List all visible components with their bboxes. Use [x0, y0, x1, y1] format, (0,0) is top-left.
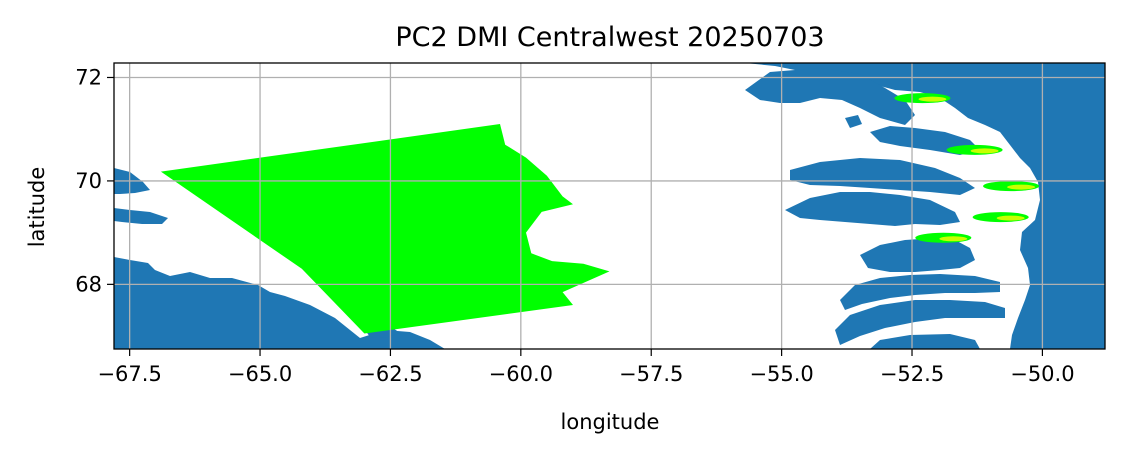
y-tick-label: 72	[75, 65, 102, 89]
y-ticks: 68 70 72	[75, 65, 114, 296]
peninsula-south-1	[840, 274, 1000, 310]
y-tick-label: 70	[75, 169, 102, 193]
x-ticks: −67.5 −65.0 −62.5 −60.0 −57.5 −55.0 −52.5 −50.0	[97, 349, 1075, 386]
coastal-ice-patch	[915, 232, 972, 243]
x-tick-label: −62.5	[358, 362, 422, 386]
x-tick-label: −67.5	[97, 362, 161, 386]
peninsula-north	[745, 68, 915, 125]
y-tick-label: 68	[75, 272, 102, 296]
coastal-ice-layer	[894, 93, 1040, 243]
coastal-ice-patch	[983, 181, 1040, 192]
ice-region	[160, 124, 610, 334]
peninsula-mid	[790, 158, 975, 195]
x-tick-label: −57.5	[619, 362, 683, 386]
x-tick-label: −60.0	[489, 362, 553, 386]
coastal-ice-patch	[894, 93, 951, 104]
x-tick-label: −52.5	[880, 362, 944, 386]
x-tick-label: −50.0	[1010, 362, 1074, 386]
peninsula-south-3	[870, 334, 980, 349]
baffin-spit	[114, 208, 168, 224]
chart-title: PC2 DMI Centralwest 20250703	[395, 22, 824, 53]
x-tick-label: −55.0	[749, 362, 813, 386]
y-axis-label: latitude	[25, 167, 49, 248]
baffin-south	[114, 257, 445, 349]
coastal-ice-patch	[972, 212, 1029, 223]
plot-area	[114, 63, 1105, 349]
x-axis-label: longitude	[561, 410, 660, 434]
gridlines	[114, 63, 1105, 349]
coastal-ice-patch	[946, 144, 1003, 155]
island-east-small	[845, 115, 862, 128]
x-tick-label: −65.0	[228, 362, 292, 386]
peninsula-lower-mid	[785, 192, 960, 226]
greenland-mainland	[745, 63, 1105, 349]
axes-frame	[113, 62, 1106, 350]
peninsula-south-2	[835, 300, 1005, 345]
disko-region	[860, 238, 975, 272]
